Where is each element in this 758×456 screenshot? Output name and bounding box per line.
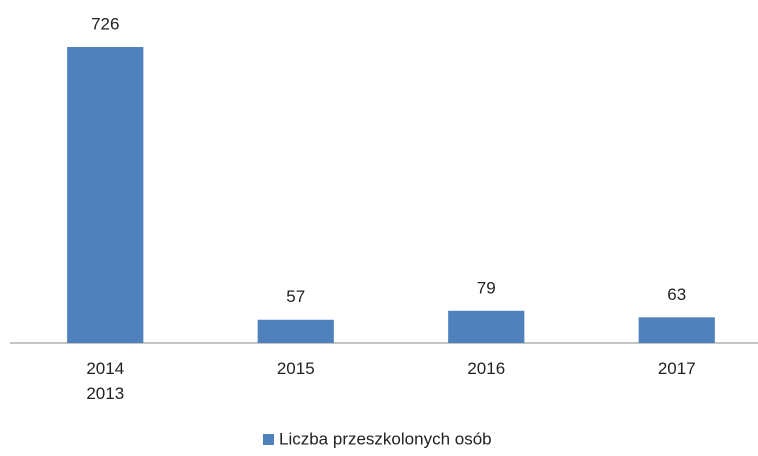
value-label: 57 <box>286 287 305 306</box>
x-tick-label: 2015 <box>277 359 315 378</box>
value-label: 726 <box>91 14 119 33</box>
x-tick-label: 2016 <box>467 359 505 378</box>
x-tick-label: 2017 <box>658 359 696 378</box>
legend-swatch <box>263 434 274 445</box>
bar <box>67 47 144 343</box>
value-label: 63 <box>667 285 686 304</box>
bar <box>638 317 715 343</box>
x-tick-label: 2014 2013 <box>86 359 124 403</box>
bar <box>448 310 525 343</box>
legend-label: Liczba przeszkolonych osób <box>279 429 492 448</box>
value-label: 79 <box>477 278 496 297</box>
bar <box>257 319 334 343</box>
